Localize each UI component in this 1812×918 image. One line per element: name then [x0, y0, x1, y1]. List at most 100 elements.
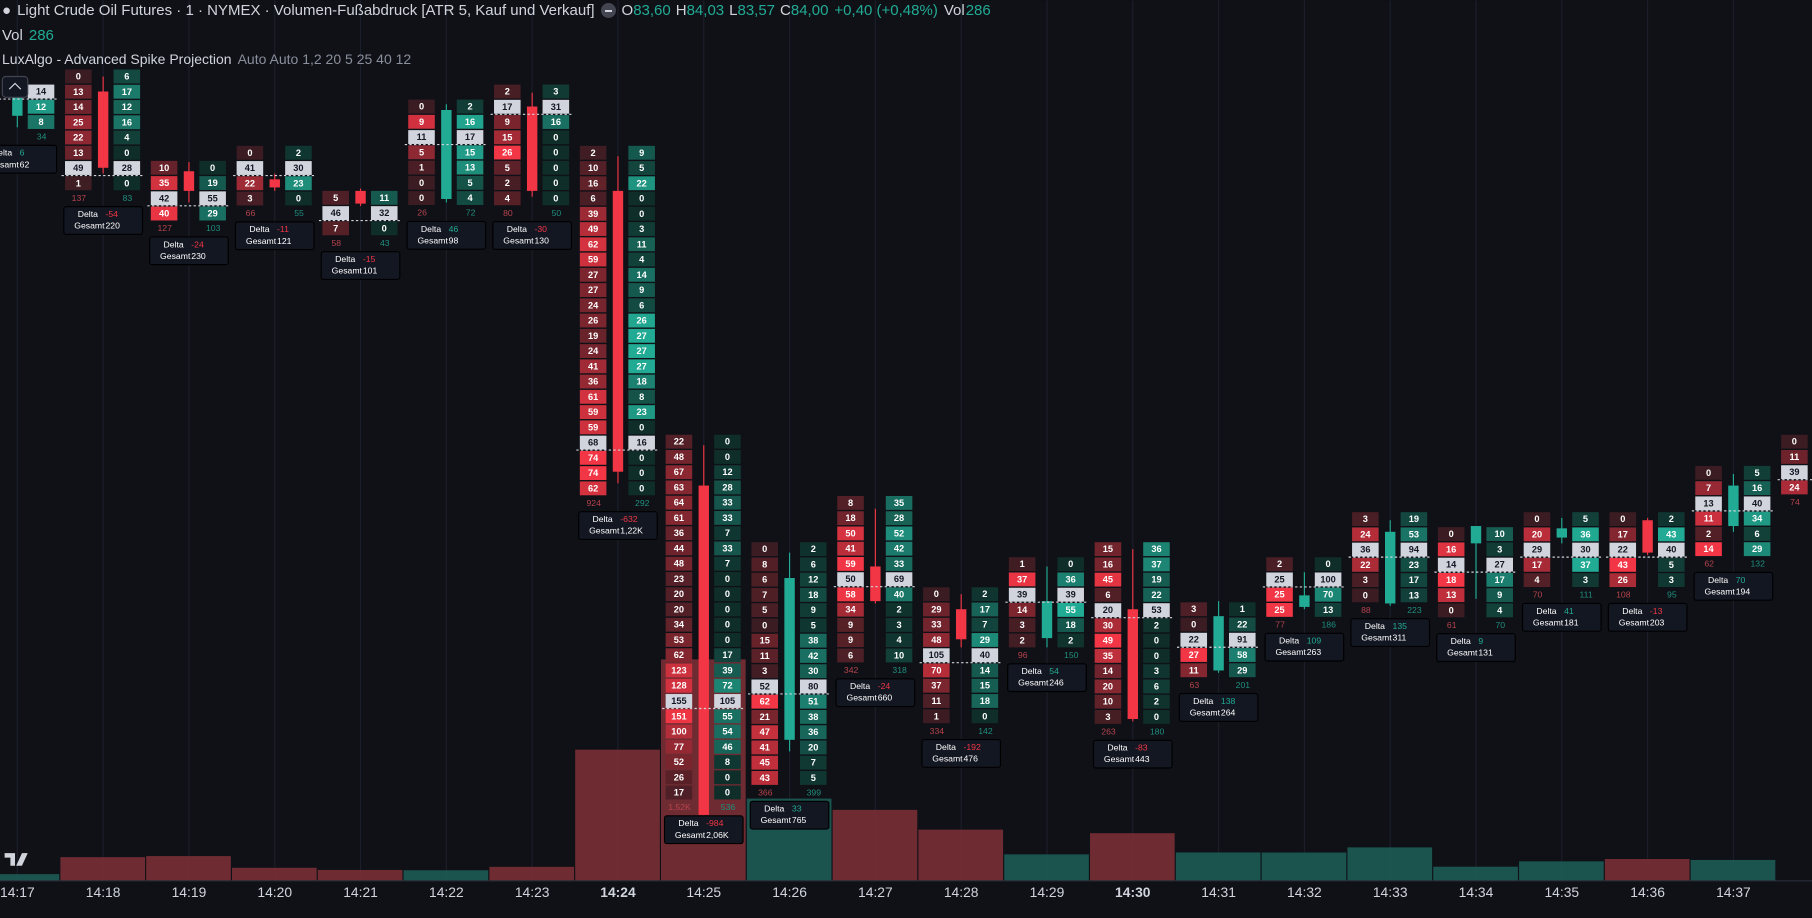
gesamt-value: 131: [1478, 648, 1493, 658]
gesamt-value: 130: [534, 236, 549, 246]
footprint-cell: [799, 587, 827, 602]
ohlc-key: L: [729, 2, 738, 19]
footprint-cell: [65, 176, 92, 191]
footprint-value: 14: [980, 665, 991, 675]
footprint-value: 9: [811, 605, 816, 615]
footprint-value: 19: [207, 178, 217, 188]
collapse-button[interactable]: [1, 75, 29, 98]
symbol-row: ● Light Crude Oil Futures · 1 · NYMEX · …: [2, 2, 991, 19]
footprint-cell: [1314, 587, 1342, 602]
footprint-cell: [751, 755, 779, 770]
footprint-value: 5: [1669, 560, 1674, 570]
footprint-cell: [714, 511, 741, 525]
hide-button[interactable]: [600, 3, 616, 18]
summary-box: [1521, 602, 1602, 632]
footprint-value: 50: [845, 528, 855, 538]
footprint-value: 6: [639, 300, 644, 310]
footprint-cell: [665, 709, 693, 724]
footprint-cell: [628, 252, 655, 267]
footprint-cell: [579, 191, 607, 206]
volume-bar: [489, 866, 575, 881]
indicator-name[interactable]: LuxAlgo - Advanced Spike Projection: [2, 51, 232, 67]
footprint-value: 25: [73, 117, 83, 127]
footprint-value: 51: [808, 697, 818, 707]
footprint-cell: [65, 100, 92, 114]
indicator-params: Auto Auto 1,2 20 5 25 40 12: [237, 51, 412, 67]
footprint-cell: [751, 725, 779, 740]
gesamt-key: Gesamt: [246, 236, 277, 246]
footprint-value: 53: [674, 635, 684, 645]
gesamt-value: 98: [449, 235, 459, 245]
summary-box: [1264, 632, 1345, 662]
footprint-value: 10: [588, 163, 598, 173]
footprint-value: 13: [1446, 590, 1456, 600]
footprint-value: 6: [811, 559, 816, 569]
footprint-value: 74: [588, 468, 599, 478]
footprint-value: 0: [124, 148, 129, 158]
candle-body: [183, 171, 195, 191]
footprint-value: 13: [1323, 605, 1333, 615]
footprint-value: 0: [419, 193, 424, 203]
footprint-cell: [751, 740, 779, 755]
footprint-cell: [1658, 542, 1685, 557]
footprint-value: 2: [1068, 635, 1073, 645]
delta-value: -11: [277, 224, 289, 234]
footprint-value: 0: [1191, 619, 1196, 629]
footprint-cell: [751, 679, 779, 694]
delta-value: -24: [878, 681, 891, 691]
buy-total: 111: [1579, 590, 1592, 600]
delta-value: 9: [1478, 636, 1483, 646]
footprint-cell: [542, 176, 570, 190]
footprint-cell: [665, 663, 693, 678]
buy-total: 142: [978, 726, 993, 736]
buy-total: 34: [37, 132, 47, 142]
sell-total: 96: [1018, 650, 1028, 660]
footprint-cell: [27, 115, 55, 129]
footprint-value: 16: [122, 117, 132, 127]
footprint-cell: [971, 602, 999, 617]
footprint-cell: [456, 175, 484, 190]
footprint-value: 48: [674, 452, 684, 462]
sell-total: 137: [72, 193, 87, 203]
footprint-value: 55: [1066, 605, 1076, 615]
footprint-value: 17: [1495, 575, 1505, 585]
footprint-value: 44: [674, 543, 685, 553]
footprint-value: 0: [639, 453, 644, 463]
footprint-cell: [1094, 709, 1122, 724]
footprint-cell: [714, 739, 741, 754]
footprint-value: 3: [1497, 544, 1502, 554]
symbol[interactable]: Light Crude Oil Futures · 1 · NYMEX · Vo…: [17, 2, 595, 19]
footprint-value: 3: [1105, 712, 1110, 722]
footprint-cell: [1523, 557, 1551, 572]
footprint-value: 100: [1320, 574, 1335, 584]
oil-icon: ●: [2, 2, 12, 19]
footprint-value: 48: [931, 635, 941, 645]
footprint-value: 37: [1580, 560, 1590, 570]
footprint-value: 7: [725, 528, 730, 538]
delta-key: Delta: [1451, 636, 1471, 646]
footprint-cell: [628, 328, 655, 343]
footprint-cell: [1143, 694, 1170, 709]
footprint-cell: [799, 755, 827, 770]
volume-bar: [1175, 852, 1261, 881]
delta-value: 46: [449, 224, 459, 234]
footprint-value: 37: [931, 681, 941, 691]
delta-value: 138: [1221, 696, 1236, 706]
footprint-value: 15: [1103, 544, 1113, 554]
footprint-value: 0: [553, 193, 558, 203]
footprint-cell: [150, 191, 178, 206]
footprint-cell: [236, 191, 264, 206]
footprint-value: 5: [811, 620, 816, 630]
footprint-value: 18: [637, 377, 647, 387]
footprint-value: 0: [725, 437, 730, 447]
sell-total: 70: [1533, 590, 1543, 600]
footprint-cell: [456, 114, 484, 129]
footprint-value: 13: [73, 148, 83, 158]
footprint-value: 30: [293, 163, 303, 173]
footprint-value: 0: [1154, 651, 1159, 661]
footprint-value: 26: [502, 148, 512, 158]
footprint-cell: [1523, 573, 1551, 588]
footprint-cell: [799, 771, 827, 785]
gesamt-value: 476: [963, 754, 978, 764]
gesamt-value: 443: [1135, 754, 1150, 764]
